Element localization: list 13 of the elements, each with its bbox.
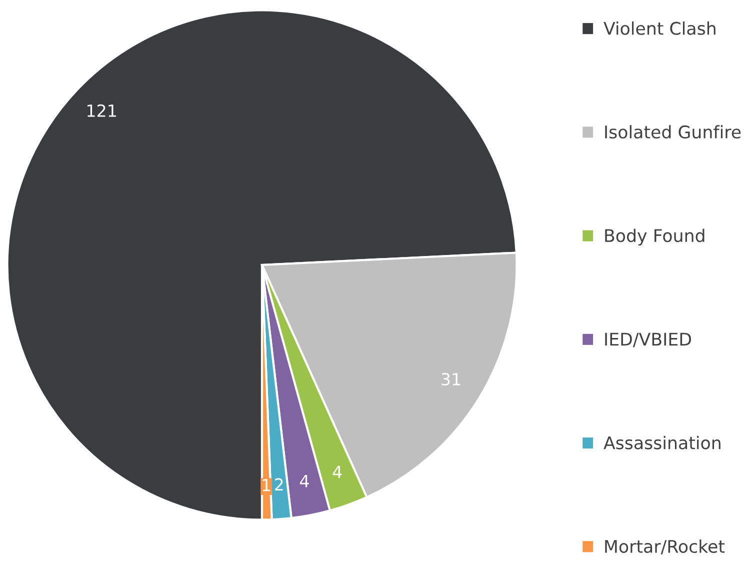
data-label: 121 bbox=[87, 104, 116, 117]
legend-label: IED/VBIED bbox=[605, 332, 691, 348]
legend-label: Violent Clash bbox=[604, 21, 716, 35]
data-label: 4 bbox=[332, 466, 342, 478]
data-label: 4 bbox=[300, 474, 309, 488]
legend-label: Assassination bbox=[604, 436, 720, 450]
pie-slice bbox=[6, 9, 518, 521]
legend-label: Mortar/Rocket bbox=[605, 540, 725, 554]
data-label: 1 bbox=[262, 479, 270, 492]
data-label: 2 bbox=[274, 478, 283, 491]
data-label: 31 bbox=[442, 372, 460, 386]
legend-label: Isolated Gunfire bbox=[605, 125, 741, 139]
legend-label: Body Found bbox=[605, 228, 704, 246]
